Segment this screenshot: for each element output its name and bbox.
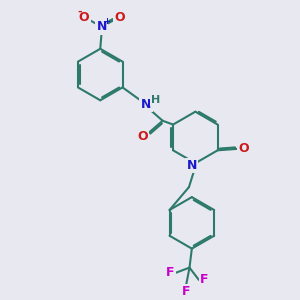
- Text: N: N: [187, 159, 197, 172]
- Text: O: O: [137, 130, 148, 143]
- Text: O: O: [114, 11, 124, 24]
- Text: O: O: [238, 142, 249, 155]
- Text: -: -: [77, 6, 82, 16]
- Text: O: O: [79, 11, 89, 24]
- Text: F: F: [182, 285, 190, 298]
- Text: +: +: [103, 17, 110, 26]
- Text: N: N: [97, 20, 107, 33]
- Text: F: F: [200, 273, 208, 286]
- Text: H: H: [151, 95, 160, 105]
- Text: F: F: [166, 266, 174, 279]
- Text: N: N: [141, 98, 151, 111]
